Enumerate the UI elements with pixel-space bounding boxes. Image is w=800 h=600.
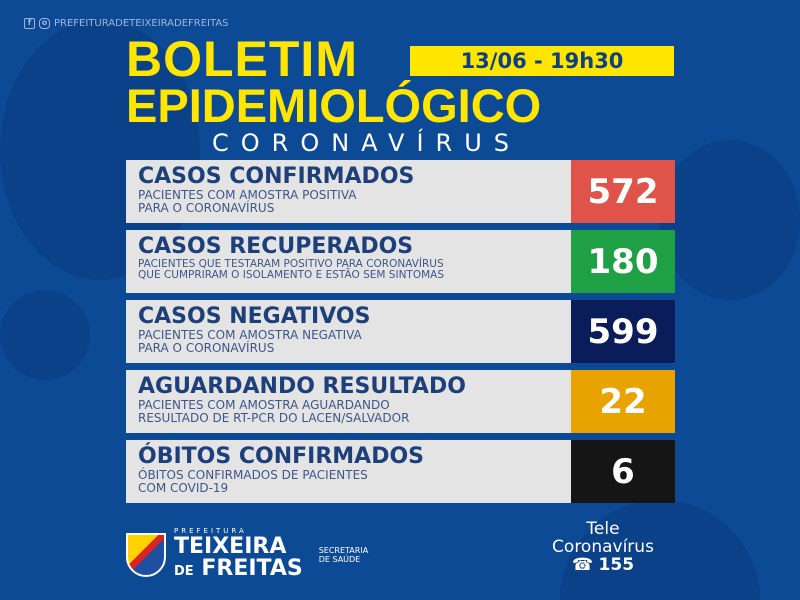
stat-desc: ÓBITOS CONFIRMADOS DE PACIENTES	[138, 468, 368, 482]
secretaria-line2: DE SAÚDE	[318, 555, 361, 564]
tele-line1: Tele	[586, 519, 620, 539]
stat-title: AGUARDANDO RESULTADO	[138, 374, 466, 399]
stat-title: CASOS RECUPERADOS	[138, 234, 414, 259]
stat-title: ÓBITOS CONFIRMADOS	[138, 444, 425, 469]
shield-icon	[126, 533, 166, 577]
logo-city1: TEIXEIRA	[174, 534, 287, 559]
stat-title: CASOS CONFIRMADOS	[138, 164, 415, 189]
stat-desc: QUE CUMPRIRAM O ISOLAMENTO E ESTÃO SEM S…	[138, 269, 445, 281]
virus-decoration	[0, 290, 90, 380]
title-line1: BOLETIM	[126, 31, 358, 87]
instagram-icon: o	[39, 18, 50, 29]
prefeitura-logo: PREFEITURA TEIXEIRA DE FREITAS SECRETARI…	[126, 527, 368, 583]
facebook-icon: f	[24, 18, 35, 29]
virus-decoration	[660, 140, 800, 300]
stat-row: CASOS NEGATIVOS PACIENTES COM AMOSTRA NEG…	[126, 300, 675, 363]
date-badge: 13/06 - 19h30	[410, 46, 674, 76]
stat-desc: PARA O CORONAVÍRUS	[138, 341, 275, 355]
stat-value: 6	[571, 440, 675, 503]
stat-desc: PARA O CORONAVÍRUS	[138, 201, 275, 215]
stat-row: AGUARDANDO RESULTADO PACIENTES COM AMOSTR…	[126, 370, 675, 433]
stat-desc: PACIENTES COM AMOSTRA POSITIVA	[138, 188, 357, 202]
phone-icon: ☎	[571, 555, 594, 575]
tele-line2: Coronavírus	[552, 537, 654, 557]
stat-title: CASOS NEGATIVOS	[138, 304, 371, 329]
subtitle: CORONAVÍRUS	[212, 129, 522, 157]
stat-desc: PACIENTES COM AMOSTRA NEGATIVA	[138, 328, 362, 342]
stat-row: CASOS CONFIRMADOS PACIENTES COM AMOSTRA P…	[126, 160, 675, 223]
stat-row: CASOS RECUPERADOS PACIENTES QUE TESTARAM …	[126, 230, 675, 293]
stat-value: 180	[571, 230, 675, 293]
social-handle: f o PREFEITURADETEIXEIRADEFREITAS	[24, 18, 229, 29]
stat-row: ÓBITOS CONFIRMADOS ÓBITOS CONFIRMADOS DE …	[126, 440, 675, 503]
secretaria-line1: SECRETARIA	[318, 546, 369, 555]
social-handle-text: PREFEITURADETEIXEIRADEFREITAS	[54, 18, 229, 29]
stat-value: 599	[571, 300, 675, 363]
logo-city2b: FREITAS	[201, 556, 303, 581]
stat-desc: PACIENTES COM AMOSTRA AGUARDANDO	[138, 398, 390, 412]
stat-value: 572	[571, 160, 675, 223]
logo-city2a: DE	[174, 564, 194, 579]
stat-desc: PACIENTES QUE TESTARAM POSITIVO PARA COR…	[138, 258, 444, 270]
logo-prefeitura: PREFEITURA	[174, 527, 247, 535]
title-line2: EPIDEMIOLÓGICO	[126, 79, 542, 132]
stat-value: 22	[571, 370, 675, 433]
phone-number: 155	[598, 555, 635, 575]
tele-coronavirus: Tele Coronavírus ☎ 155	[530, 520, 676, 574]
stat-desc: COM COVID-19	[138, 481, 229, 495]
stat-desc: RESULTADO DE RT-PCR DO LACEN/SALVADOR	[138, 411, 410, 425]
